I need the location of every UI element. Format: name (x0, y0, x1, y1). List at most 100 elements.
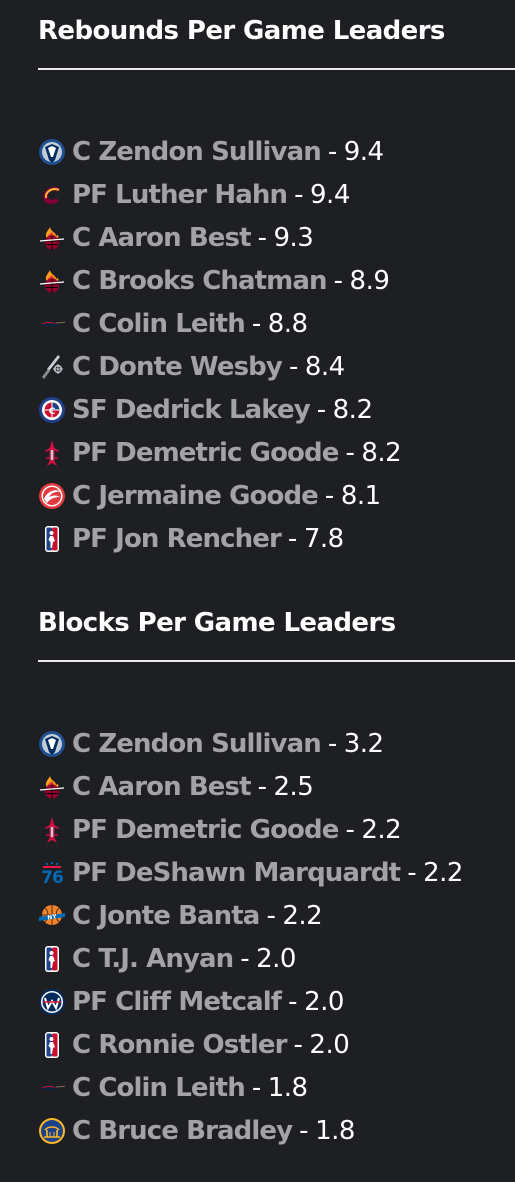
leader-row: C Jermaine Goode -8.1 (38, 474, 515, 517)
leader-row: PF Luther Hahn -9.4 (38, 173, 515, 216)
stat-value: 2.0 (309, 1029, 350, 1060)
stat-value: 2.0 (256, 943, 296, 974)
leader-row: C Aaron Best -2.5 (38, 765, 515, 808)
leader-row: C T.J. Anyan -2.0 (38, 937, 515, 980)
leader-row: PF Demetric Goode -2.2 (38, 808, 515, 851)
player-link[interactable]: C Zendon Sullivan (72, 136, 322, 167)
player-link[interactable]: C Aaron Best (72, 771, 252, 802)
player-link[interactable]: C Jonte Banta (72, 900, 260, 931)
leader-row: C SF Dedrick Lakey -8.2 (38, 388, 515, 431)
pelicans-logo-icon (40, 1085, 66, 1090)
stat-value: 9.4 (343, 136, 384, 167)
separator: - (345, 814, 355, 845)
stat-value: 2.0 (304, 986, 344, 1017)
leader-row: C Colin Leith -1.8 (38, 1066, 515, 1109)
nba-logo-icon (45, 1031, 59, 1058)
player-link[interactable]: C Aaron Best (72, 222, 252, 253)
separator: - (316, 394, 326, 425)
76ers-logo-icon: 76 (41, 861, 64, 887)
player-link[interactable]: PF Demetric Goode (72, 814, 339, 845)
stat-value: 8.9 (349, 265, 390, 296)
separator: - (293, 1029, 303, 1060)
separator: - (345, 437, 355, 468)
leader-row: C Donte Wesby -8.4 (38, 345, 515, 388)
rebounds-list: C Zendon Sullivan -9.4 PF Luther Hahn -9.4 C… (38, 130, 515, 560)
separator: - (294, 179, 304, 210)
spurs-logo-icon (42, 354, 63, 379)
heat-logo-icon (39, 226, 65, 249)
mavericks-logo-icon (39, 138, 65, 165)
separator: - (257, 771, 267, 802)
separator: - (266, 900, 276, 931)
separator: - (240, 943, 250, 974)
leader-row: C Aaron Best -9.3 (38, 216, 515, 259)
cavaliers-logo-icon (43, 186, 60, 204)
separator: - (251, 308, 261, 339)
player-link[interactable]: PF Cliff Metcalf (72, 986, 282, 1017)
leader-row: PF Demetric Goode -8.2 (38, 431, 515, 474)
knicks-logo-icon: NY (39, 904, 65, 925)
player-link[interactable]: C Ronnie Ostler (72, 1029, 287, 1060)
svg-text:NY: NY (47, 913, 58, 921)
leader-row: C Bruce Bradley -1.8 (38, 1109, 515, 1152)
separator: - (257, 222, 267, 253)
leader-row: C Zendon Sullivan -9.4 (38, 130, 515, 173)
blocks-list: C Zendon Sullivan -3.2 C Aaron Best -2.5 PF … (38, 722, 515, 1152)
separator: - (288, 986, 298, 1017)
separator: - (324, 480, 334, 511)
leader-row: C Brooks Chatman -8.9 (38, 259, 515, 302)
stat-value: 8.4 (304, 351, 345, 382)
player-link[interactable]: C Bruce Bradley (72, 1115, 293, 1146)
player-link[interactable]: C T.J. Anyan (72, 943, 234, 974)
stat-value: 3.2 (343, 728, 384, 759)
player-link[interactable]: PF Demetric Goode (72, 437, 339, 468)
heat-logo-icon (39, 775, 65, 798)
leader-row: C Colin Leith -8.8 (38, 302, 515, 345)
player-link[interactable]: PF Luther Hahn (72, 179, 288, 210)
stat-value: 8.2 (361, 437, 402, 468)
player-link[interactable]: PF Jon Rencher (72, 523, 282, 554)
nba-logo-icon (45, 525, 59, 552)
blocks-title: Blocks Per Game Leaders (38, 608, 396, 638)
separator: - (333, 265, 343, 296)
rockets-logo-icon (44, 439, 60, 466)
player-link[interactable]: SF Dedrick Lakey (72, 394, 311, 425)
stat-value: 8.2 (332, 394, 373, 425)
stat-value: 2.2 (361, 814, 402, 845)
separator: - (407, 857, 417, 888)
blocks-divider (38, 660, 515, 662)
leader-row: PF Jon Rencher -7.8 (38, 517, 515, 560)
player-link[interactable]: C Zendon Sullivan (72, 728, 322, 759)
leader-row: C Ronnie Ostler -2.0 (38, 1023, 515, 1066)
svg-text:76: 76 (41, 868, 63, 887)
player-link[interactable]: C Jermaine Goode (72, 480, 319, 511)
separator: - (327, 728, 337, 759)
heat-logo-icon (39, 269, 65, 292)
wizards-logo-icon (39, 988, 65, 1015)
stat-value: 8.8 (267, 308, 308, 339)
player-link[interactable]: C Colin Leith (72, 308, 246, 339)
stat-value: 9.3 (273, 222, 314, 253)
rebounds-title: Rebounds Per Game Leaders (38, 16, 445, 46)
leader-row: NY C Jonte Banta -2.2 (38, 894, 515, 937)
leader-row: PF Cliff Metcalf -2.0 (38, 980, 515, 1023)
stat-value: 2.2 (423, 857, 463, 888)
separator: - (299, 1115, 309, 1146)
player-link[interactable]: C Brooks Chatman (72, 265, 328, 296)
hawks-logo-icon (39, 482, 65, 509)
stat-value: 7.8 (303, 523, 344, 554)
mavericks-logo-icon (39, 730, 65, 757)
separator: - (288, 351, 298, 382)
stat-value: 2.2 (282, 900, 323, 931)
rockets-logo-icon (44, 816, 60, 843)
clippers-logo-icon: C (39, 396, 65, 423)
player-link[interactable]: C Donte Wesby (72, 351, 283, 382)
stat-value: 8.1 (340, 480, 381, 511)
warriors-logo-icon (39, 1117, 65, 1144)
player-link[interactable]: PF DeShawn Marquardt (72, 857, 401, 888)
player-link[interactable]: C Colin Leith (72, 1072, 246, 1103)
pelicans-logo-icon (40, 321, 66, 326)
stat-value: 2.5 (273, 771, 314, 802)
svg-text:C: C (49, 407, 56, 417)
separator: - (251, 1072, 261, 1103)
